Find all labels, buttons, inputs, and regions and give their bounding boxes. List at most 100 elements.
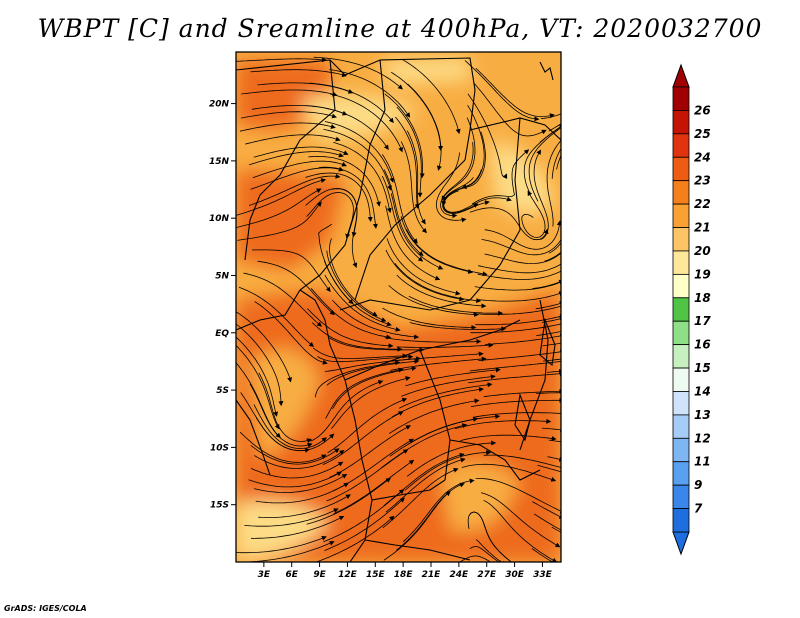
streamline: [317, 354, 414, 363]
lat-tick-label: 10N: [209, 214, 230, 224]
chart-title: WBPT [C] and Sreamline at 400hPa, VT: 20…: [37, 14, 763, 43]
streamline: [312, 322, 403, 352]
streamline: [253, 404, 327, 450]
colorbar-swatch: [672, 180, 690, 205]
lon-tick-label: 6E: [286, 570, 299, 580]
colorbar-label: 22: [694, 197, 711, 211]
streamline: [254, 450, 345, 469]
streamline: [253, 146, 349, 158]
streamline: [528, 124, 561, 202]
colorbar-swatch: [672, 508, 690, 533]
lat-tick-label: 15N: [209, 157, 230, 167]
streamline: [467, 511, 517, 562]
streamline: [257, 260, 335, 316]
streamline: [532, 501, 561, 519]
streamline: [480, 492, 561, 548]
streamline: [239, 431, 327, 463]
streamline: [330, 376, 411, 429]
streamline: [323, 489, 405, 543]
streamline: [326, 358, 420, 386]
streamline: [382, 307, 477, 330]
streamline: [240, 111, 337, 119]
streamline: [386, 238, 461, 296]
colorbar-swatch: [672, 391, 690, 416]
streamline: [548, 242, 561, 254]
colorbar: 26 25 24 23 22 21 20 19 18 17 16 15 14 13 12 11 9 7: [672, 63, 711, 556]
streamline: [484, 333, 561, 345]
streamline: [533, 149, 549, 241]
streamline: [405, 367, 501, 387]
lon-tick-label: 3E: [258, 570, 271, 580]
streamline: [313, 56, 403, 90]
streamline: [388, 398, 480, 434]
colorbar-label: 9: [694, 478, 702, 492]
colorbar-swatch: [672, 273, 690, 299]
streamline: [236, 57, 327, 63]
colorbar-label: 20: [694, 244, 711, 258]
streamline: [548, 120, 561, 132]
colorbar-label: 24: [694, 150, 711, 164]
streamline: [258, 372, 312, 444]
streamline: [308, 155, 381, 207]
colorbar-swatch: [672, 344, 690, 369]
streamline: [401, 58, 461, 135]
streamline: [470, 323, 561, 334]
streamline: [454, 418, 552, 430]
streamline: [306, 105, 389, 151]
streamline: [442, 177, 490, 214]
colorbar-swatch: [672, 110, 690, 135]
streamline: [401, 374, 496, 397]
streamline: [381, 175, 424, 262]
colorbar-label: 15: [694, 361, 711, 375]
streamline: [249, 383, 313, 448]
colorbar-swatch: [672, 297, 690, 322]
streamline: [312, 347, 408, 359]
streamline: [551, 526, 561, 533]
colorbar-label: 14: [694, 384, 711, 398]
streamline: [475, 478, 561, 514]
streamline: [532, 279, 561, 289]
streamline: [481, 230, 561, 256]
colorbar-swatch: [672, 437, 690, 463]
streamline: [546, 368, 561, 374]
streamline: [381, 154, 418, 244]
colorbar-label: 26: [694, 103, 711, 117]
streamline: [383, 491, 451, 561]
streamlines: [236, 56, 561, 562]
lon-tick-label: 30E: [505, 570, 525, 580]
streamline: [326, 449, 409, 502]
streamline: [391, 387, 484, 418]
lat-tick-label: 10S: [210, 443, 229, 453]
colorbar-swatch: [672, 414, 690, 439]
colorbar-label: 23: [694, 174, 711, 188]
credit-label: GrADS: IGES/COLA: [4, 604, 87, 613]
longitude-axis: 3E 6E 9E 12E 15E 18E 21E 24E 27E 30E 33E: [258, 562, 553, 580]
colorbar-swatch: [672, 156, 690, 182]
streamline: [473, 303, 561, 315]
streamline: [467, 93, 508, 179]
colorbar-swatch: [672, 250, 690, 275]
streamline: [544, 251, 561, 262]
colorbar-swatch: [672, 367, 690, 392]
colorbar-label: 13: [694, 408, 711, 422]
streamline: [329, 238, 378, 317]
streamline: [521, 190, 546, 238]
streamline: [483, 499, 558, 562]
latitude-axis: 20N 15N 10N 5N EQ 5S 10S 15S: [209, 100, 236, 511]
streamline: [396, 342, 494, 348]
streamline: [546, 135, 561, 227]
colorbar-label: 21: [694, 221, 711, 235]
map-panel: [236, 52, 561, 562]
streamline: [388, 285, 480, 317]
streamline: [250, 515, 345, 539]
colorbar-swatch: [672, 133, 690, 158]
streamline: [478, 261, 561, 274]
streamline: [531, 548, 560, 562]
colorbar-swatch: [672, 227, 690, 252]
map-frame: [235, 51, 562, 563]
colorbar-swatch: [672, 86, 690, 111]
streamline: [478, 349, 561, 361]
streamline: [477, 291, 561, 302]
streamline: [385, 249, 465, 302]
streamline: [389, 416, 479, 457]
